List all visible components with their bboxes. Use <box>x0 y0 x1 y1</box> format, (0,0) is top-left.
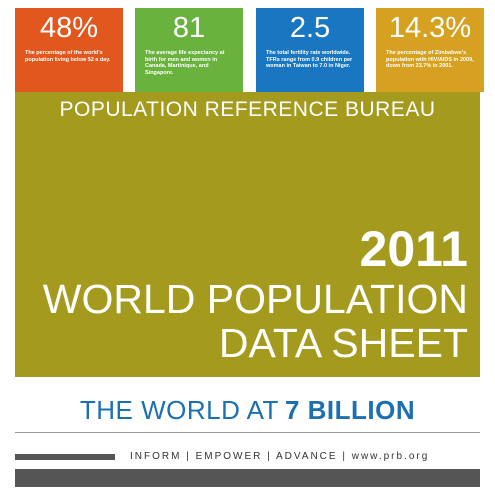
stat-text: The percentage of the world's population… <box>25 50 111 63</box>
stat-box: 48% The percentage of the world's popula… <box>15 8 123 92</box>
stat-value: 2.5 <box>289 12 331 44</box>
year: 2011 <box>359 221 468 277</box>
stat-value: 48% <box>39 12 99 44</box>
stat-value: 14.3% <box>388 12 472 44</box>
title: DATA SHEET <box>218 320 468 366</box>
stat-value: 81 <box>172 12 206 44</box>
footer-accent <box>15 454 115 460</box>
stat-box: 14.3% The percentage of Zimbabwe's popul… <box>376 8 484 92</box>
tagline-emphasis: 7 BILLION <box>284 395 416 425</box>
title: WORLD POPULATION <box>42 276 468 322</box>
footer-motto: INFORM | EMPOWER | ADVANCE | www.prb.org <box>130 451 430 462</box>
divider <box>15 432 480 433</box>
tagline-lead: THE WORLD AT <box>79 395 279 425</box>
publisher: POPULATION REFERENCE BUREAU <box>59 98 436 121</box>
stat-text: The total fertility rate worldwide. TFRs… <box>266 50 353 69</box>
stat-text: The average life expectancy at birth for… <box>145 50 225 76</box>
stat-box: 81 The average life expectancy at birth … <box>135 8 243 92</box>
stat-text: The percentage of Zimbabwe's population … <box>386 50 474 69</box>
tagline: THE WORLD AT 7 BILLION <box>0 395 495 426</box>
cover-panel: POPULATION REFERENCE BUREAU 2011 WORLD P… <box>15 92 480 377</box>
footer-bar <box>15 469 480 487</box>
stat-box: 2.5 The total fertility rate worldwide. … <box>256 8 364 92</box>
